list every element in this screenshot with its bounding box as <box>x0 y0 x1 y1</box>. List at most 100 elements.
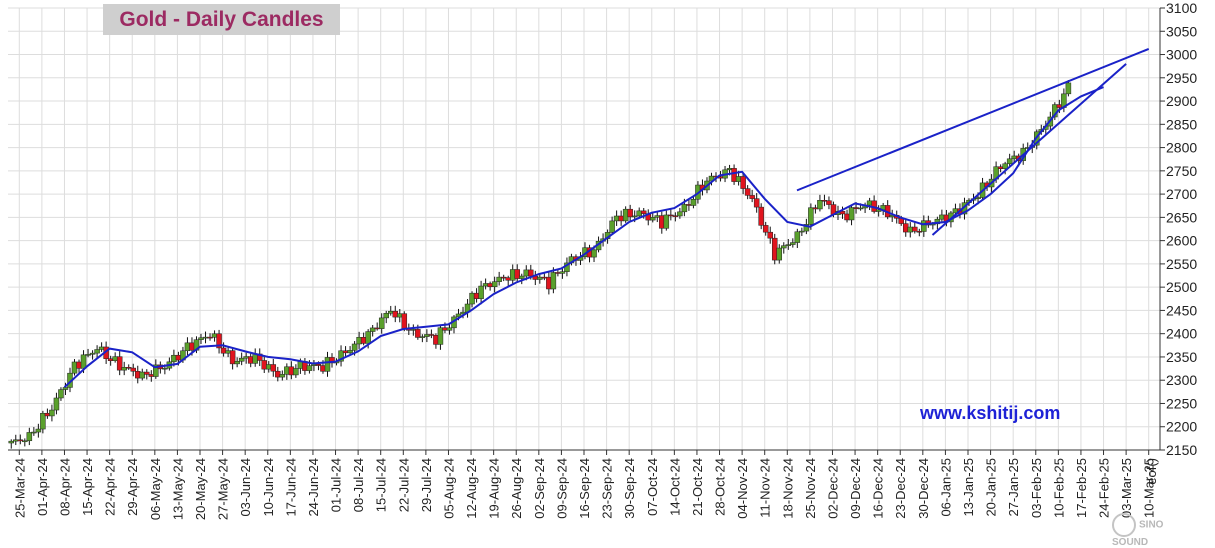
candle-body <box>36 429 41 432</box>
candle-body <box>623 209 628 221</box>
candle-body <box>849 208 854 220</box>
candle-body <box>917 231 922 232</box>
candle-body <box>72 362 77 373</box>
candle-body <box>736 176 741 181</box>
candle-body <box>976 198 981 199</box>
candle-body <box>31 432 36 433</box>
candle-body <box>682 204 687 211</box>
candle-body <box>442 328 447 331</box>
x-tick-label: 14-Oct-24 <box>667 458 682 516</box>
y-tick-label: 2650 <box>1166 209 1197 225</box>
candle-body <box>813 208 818 209</box>
y-tick-label: 2850 <box>1166 116 1197 132</box>
candle-body <box>479 286 484 299</box>
candle-body <box>610 221 615 232</box>
candle-body <box>799 231 804 232</box>
candle-body <box>131 368 136 371</box>
candle-body <box>826 201 831 205</box>
candle-body <box>641 211 646 214</box>
candle-body <box>470 293 475 304</box>
candle-body <box>343 351 348 353</box>
candle-body <box>763 225 768 232</box>
candle-body <box>998 167 1003 169</box>
x-tick-label: 10-Feb-25 <box>1051 458 1066 518</box>
candle-body <box>280 374 285 377</box>
candle-body <box>226 351 231 354</box>
candle-body <box>741 176 746 188</box>
watermark-logo-icon <box>1112 513 1136 537</box>
candle-body <box>939 215 944 219</box>
candle-body <box>366 332 371 344</box>
candle-body <box>352 344 357 350</box>
x-tick-label: 20-Jan-25 <box>984 458 999 517</box>
y-tick-label: 2900 <box>1166 93 1197 109</box>
y-tick-label: 2700 <box>1166 186 1197 202</box>
candle-body <box>772 238 777 260</box>
candle-body <box>108 359 113 361</box>
candle-body <box>560 272 565 274</box>
candle-body <box>384 313 389 318</box>
candle-body <box>126 367 131 368</box>
candle-body <box>54 398 59 410</box>
candle-body <box>628 209 633 217</box>
candle-body <box>370 328 375 332</box>
candle-body <box>686 204 691 205</box>
candle-body <box>388 311 393 313</box>
x-tick-label: 26-Aug-24 <box>509 458 524 519</box>
candle-body <box>867 201 872 205</box>
candle-body <box>655 216 660 218</box>
candle-body <box>506 278 511 281</box>
candle-body <box>99 347 104 350</box>
candle-body <box>375 328 380 329</box>
x-tick-label: 16-Dec-24 <box>871 458 886 519</box>
y-tick-label: 2800 <box>1166 140 1197 156</box>
y-tick-label: 2250 <box>1166 395 1197 411</box>
candle-body <box>40 413 45 429</box>
candle-body <box>122 367 127 370</box>
candle-body <box>822 200 827 201</box>
candle-body <box>908 227 913 232</box>
candle-body <box>790 243 795 245</box>
candle-body <box>632 216 637 217</box>
candle-body <box>921 221 926 232</box>
x-tick-label: 13-Jan-25 <box>961 458 976 517</box>
candle-body <box>488 283 493 286</box>
candle-body <box>289 367 294 375</box>
candle-body <box>9 441 14 443</box>
x-tick-label: 16-Sep-24 <box>577 458 592 519</box>
candle-body <box>235 361 240 364</box>
candle-body <box>320 366 325 372</box>
x-tick-label: 13-May-24 <box>170 458 185 520</box>
candle-body <box>1066 83 1071 94</box>
candle-body <box>420 337 425 338</box>
candle-body <box>90 353 95 354</box>
candle-body <box>393 311 398 317</box>
x-tick-label: 05-Aug-24 <box>441 458 456 519</box>
candle-body <box>555 272 560 273</box>
x-tick-label: 23-Sep-24 <box>600 458 615 519</box>
candle-body <box>239 358 244 361</box>
candle-body <box>113 357 118 361</box>
candle-body <box>650 217 655 220</box>
candle-body <box>528 270 533 276</box>
candle-body <box>546 277 551 289</box>
candle-body <box>171 355 176 362</box>
x-tick-label: 06-Jan-25 <box>938 458 953 517</box>
x-tick-label: 17-Jun-24 <box>283 458 298 517</box>
x-tick-label: 19-Aug-24 <box>487 458 502 519</box>
candle-body <box>492 282 497 287</box>
candle-body <box>808 208 813 225</box>
x-tick-label: 25-Mar-24 <box>12 458 27 518</box>
x-tick-label: 08-Apr-24 <box>57 458 72 516</box>
candle-body <box>230 351 235 364</box>
candle-body <box>497 277 502 282</box>
x-tick-label: 30-Sep-24 <box>622 458 637 519</box>
x-tick-label: 12-Aug-24 <box>464 458 479 519</box>
candle-body <box>275 371 280 377</box>
x-tick-label: 02-Dec-24 <box>825 458 840 519</box>
x-tick-label: 27-Jan-25 <box>1006 458 1021 517</box>
x-tick-label: 17-Feb-25 <box>1074 458 1089 518</box>
candle-body <box>750 195 755 198</box>
candle-body <box>293 368 298 374</box>
x-tick-label: 20-May-24 <box>193 458 208 520</box>
